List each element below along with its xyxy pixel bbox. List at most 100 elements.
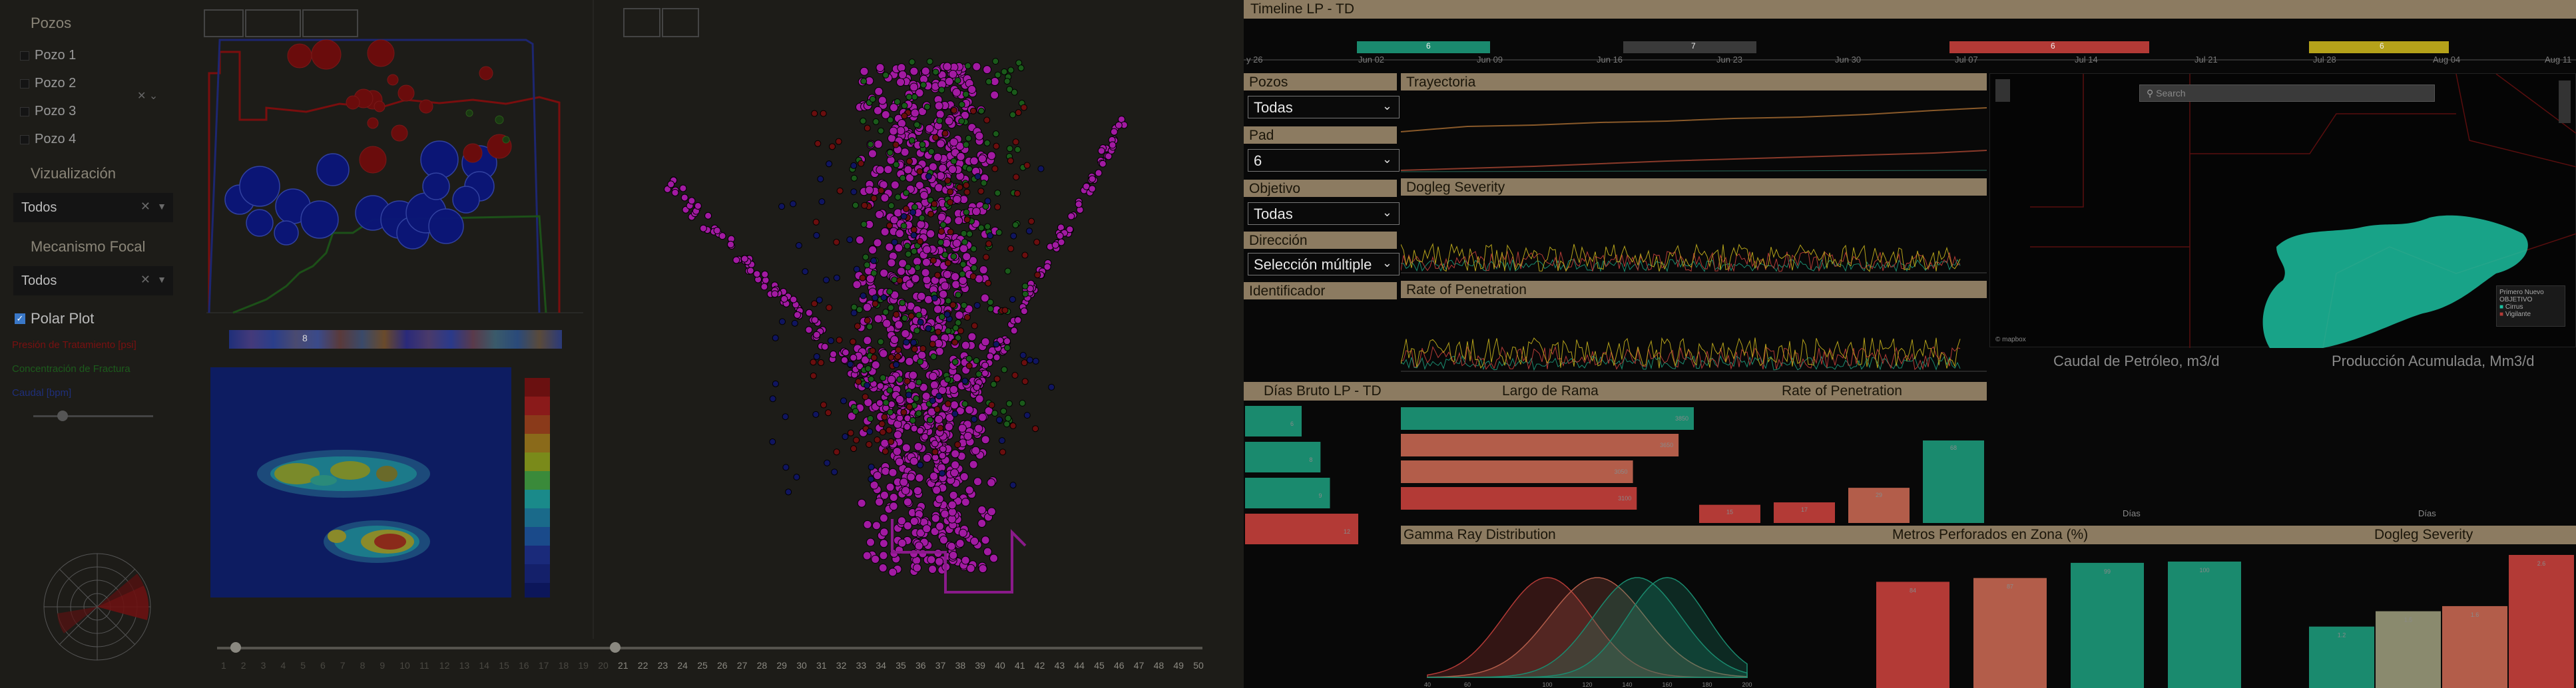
scatter-point: [873, 106, 882, 115]
scatter-point: [978, 564, 987, 574]
scatter-point: [870, 257, 878, 264]
scatter-point: [971, 207, 981, 216]
filter-pozos-select[interactable]: Todas ⌄: [1248, 96, 1400, 118]
dogleg-chart: [1401, 243, 1987, 273]
scatter-point: [688, 197, 696, 205]
checkbox-icon[interactable]: [20, 51, 29, 61]
checkbox-icon[interactable]: [20, 79, 29, 88]
scatter-point: [952, 194, 961, 204]
scatter-point: [992, 130, 999, 138]
viz-select[interactable]: Todos ✕ ▼: [13, 193, 173, 222]
gamma-tick-label: 60: [1464, 681, 1471, 688]
scatter-point: [929, 341, 936, 348]
filter-direccion-label: Dirección: [1244, 232, 1397, 249]
checkbox-icon[interactable]: [20, 134, 29, 144]
scatter-point: [977, 518, 987, 528]
scatter-point: [831, 468, 838, 476]
scatter-point: [949, 301, 957, 309]
scatter-point: [951, 339, 959, 346]
scatter-point: [999, 448, 1007, 456]
scatter-point: [994, 71, 1001, 79]
chart-tool-button[interactable]: [245, 9, 301, 37]
chevron-down-icon: ▼: [157, 201, 166, 212]
scatter-point: [861, 355, 870, 365]
pozo-item[interactable]: Pozo 1: [20, 48, 76, 63]
scatter-point: [931, 440, 939, 448]
scatter-point: [966, 230, 973, 238]
scatter-point: [699, 224, 707, 232]
legend-slider[interactable]: [33, 411, 153, 421]
mec-select[interactable]: Todos ✕ ▼: [13, 266, 173, 295]
scatter-point: [1014, 146, 1021, 153]
scatter-point: [894, 320, 903, 329]
scatter-point: [813, 331, 821, 339]
scatter-point: [846, 236, 854, 244]
slider-tick-label: 45: [1094, 660, 1105, 671]
viz-title: Vizualización: [31, 165, 117, 182]
map-view[interactable]: ⚲ Search Primero Nuevo OBJETIVO ■ Cirrus…: [1989, 73, 2576, 348]
scatter-point: [903, 242, 911, 250]
scatter-point: [964, 62, 971, 69]
scatter-point: [891, 276, 898, 283]
scatter-point: [1095, 169, 1103, 177]
map-zoom-control[interactable]: [1995, 79, 2010, 102]
scatter-point: [664, 185, 672, 193]
scatter-point: [1007, 67, 1015, 74]
scatter-point: [969, 273, 977, 280]
scatter-point: [811, 300, 818, 307]
map-zoom-buttons[interactable]: [2559, 81, 2571, 123]
scatter-point: [892, 141, 900, 148]
filter-direccion-select[interactable]: Selección múltiple ⌄: [1248, 253, 1400, 275]
slider-thumb-start[interactable]: [230, 642, 241, 653]
slider-tick-label: 49: [1173, 660, 1184, 671]
scatter-point: [852, 202, 859, 209]
scatter-point: [911, 93, 918, 100]
scatter-point: [886, 288, 894, 295]
scatter-point: [878, 187, 885, 194]
checkbox-icon[interactable]: [20, 106, 29, 116]
scatter-point: [916, 427, 924, 434]
rop-bar: [1699, 504, 1760, 523]
scatter-point: [805, 326, 813, 334]
scatter-point: [934, 101, 943, 110]
scatter-tool-button[interactable]: [623, 8, 660, 37]
scatter-point: [880, 227, 890, 236]
clear-icon[interactable]: ✕ ⌄: [137, 90, 158, 102]
scatter-point: [887, 375, 896, 384]
scatter-point: [985, 279, 992, 287]
dias-bar: [1245, 442, 1321, 472]
scatter-point: [877, 338, 884, 345]
scatter-point: [858, 160, 865, 167]
scatter-point: [929, 397, 936, 405]
filter-objetivo-select[interactable]: Todas ⌄: [1248, 202, 1400, 225]
scatter-tool-button[interactable]: [662, 8, 699, 37]
scatter-point: [995, 229, 1003, 236]
chart-tool-button[interactable]: [204, 9, 244, 37]
scatter-point: [1110, 128, 1118, 136]
polar-plot-toggle[interactable]: ✓ Polar Plot: [15, 310, 94, 327]
panel-divider: [593, 0, 594, 639]
pozo-item[interactable]: Pozo 2: [20, 76, 76, 91]
map-search-input[interactable]: ⚲ Search: [2139, 85, 2435, 102]
pozo-item[interactable]: Pozo 4: [20, 132, 76, 147]
scatter-point: [958, 275, 967, 285]
scatter-point: [909, 83, 919, 92]
scatter-point: [900, 213, 907, 220]
pozo-item[interactable]: Pozo 3: [20, 104, 76, 119]
scatter-point: [931, 514, 940, 523]
slider-tick-label: 32: [836, 660, 847, 671]
scatter-point: [882, 71, 890, 79]
scatter-point: [850, 338, 857, 345]
scatter-point: [978, 413, 987, 422]
scatter-point: [864, 382, 871, 389]
chart-tool-button[interactable]: [302, 9, 358, 37]
slider-thumb-end[interactable]: [610, 642, 621, 653]
scatter-point: [971, 446, 981, 455]
scatter-point: [927, 555, 936, 564]
scatter-point: [874, 86, 884, 96]
stage-slider[interactable]: [217, 642, 1202, 653]
scatter-point: [895, 457, 904, 466]
filter-pad-select[interactable]: 6 ⌄: [1248, 149, 1400, 172]
scatter-point: [867, 140, 874, 148]
scatter-point: [915, 410, 922, 417]
